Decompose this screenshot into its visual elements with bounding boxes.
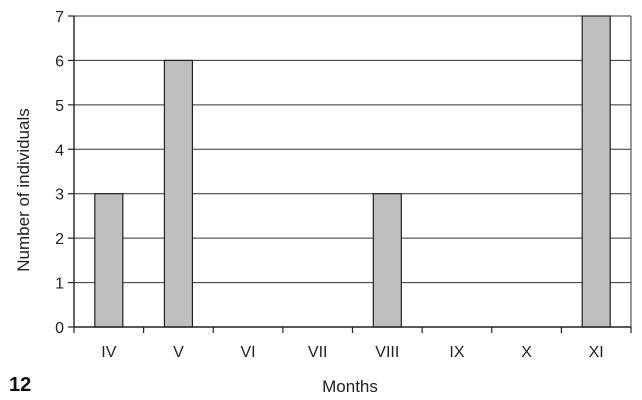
y-tick-label: 3 [55,187,64,204]
y-tick-label: 6 [55,53,64,70]
axes [68,15,632,333]
y-tick-label: 5 [55,98,64,115]
x-tick-label: IV [101,344,116,361]
bars [94,15,611,328]
x-tick-label: IX [449,344,464,361]
y-tick-label: 4 [55,142,64,159]
x-tick-label: VII [308,344,328,361]
y-tick-label: 7 [55,9,64,26]
x-axis-title: Months [322,377,378,396]
panel-label: 12 [9,374,31,396]
y-axis-title: Number of individuals [14,108,33,271]
y-tick-label: 2 [55,231,64,248]
y-tick-label: 1 [55,276,64,293]
x-tick-label: XI [589,344,604,361]
bar [372,193,402,328]
x-tick-label: V [173,344,184,361]
bar [163,59,194,328]
bar [94,193,124,328]
y-tick-labels: 0 1 2 3 4 5 6 7 [55,9,64,337]
x-tick-labels: IV V VI VII VIII IX X XI [101,344,604,361]
gridlines [74,15,631,284]
x-tick-label: VIII [375,344,399,361]
y-tick-label: 0 [55,320,64,337]
x-tick-label: VI [241,344,256,361]
x-tick-label: X [521,344,532,361]
bar [581,15,611,328]
